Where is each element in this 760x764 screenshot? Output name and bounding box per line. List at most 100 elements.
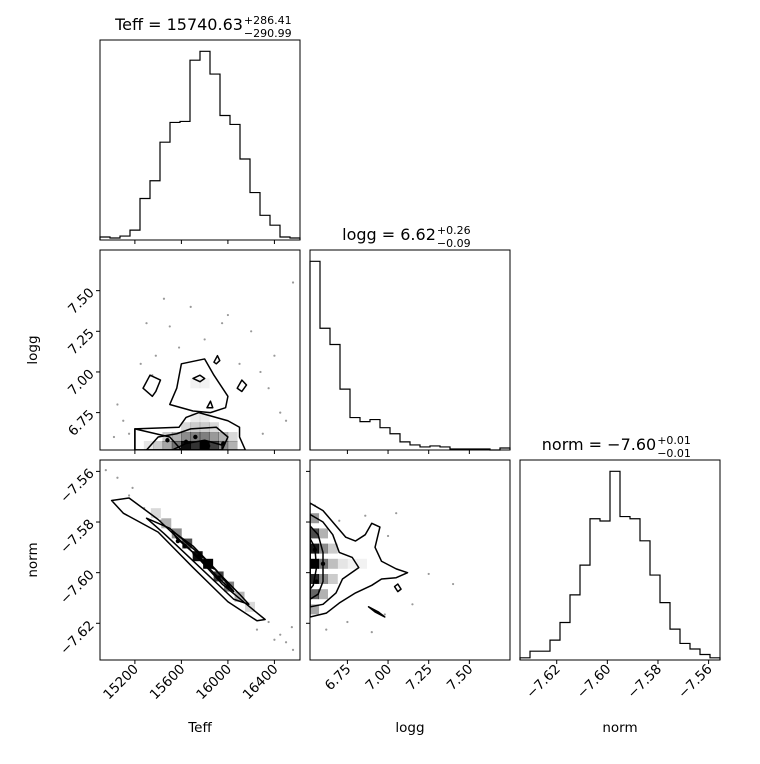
density-cell	[199, 412, 210, 423]
y-tick-label-norm: −7.62	[57, 618, 98, 659]
density-cell	[310, 604, 320, 615]
scatter-point	[386, 534, 390, 538]
density-cell	[171, 431, 182, 442]
density-cell	[227, 440, 238, 450]
contour-line	[206, 400, 214, 409]
density-cell	[150, 508, 161, 519]
y-tick-label-logg: 7.00	[65, 366, 98, 399]
density-cell	[190, 422, 201, 433]
y-axis-label-norm: norm	[25, 542, 41, 577]
panel-teff-logg-plot	[112, 281, 295, 450]
contour-line	[367, 606, 386, 618]
contour-line	[192, 552, 215, 570]
title-logg-lower-error: −0.09	[437, 237, 471, 250]
contour-line	[110, 497, 266, 622]
density-cell	[218, 431, 229, 442]
contour-line	[169, 358, 229, 414]
panel-logg-norm-plot	[310, 502, 455, 634]
density-cell	[327, 543, 338, 554]
x-axis-label-norm: norm	[602, 720, 637, 736]
panel-frame	[99, 459, 301, 661]
density-cell	[190, 440, 201, 450]
scatter-point	[273, 354, 276, 357]
scatter-point	[267, 387, 270, 390]
contour-line	[192, 374, 206, 383]
histogram-norm	[519, 459, 721, 661]
scatter-point	[154, 354, 157, 357]
scatter-point	[238, 362, 241, 365]
scatter-point	[127, 432, 131, 435]
scatter-point	[279, 633, 282, 636]
scatter-point	[364, 514, 367, 517]
y-tick-label-norm: −7.58	[57, 516, 98, 557]
density-cell	[161, 518, 172, 529]
scatter-point	[370, 631, 373, 634]
dense-point	[207, 561, 212, 566]
density-cell	[318, 543, 329, 554]
dense-point	[314, 579, 319, 584]
dense-point	[225, 584, 231, 589]
title-teff-upper-error: +286.41	[244, 14, 292, 27]
scatter-point	[411, 603, 414, 606]
title-logg-value: logg = 6.62	[342, 225, 436, 244]
contour-line	[393, 583, 402, 593]
scatter-point	[116, 403, 119, 406]
histogram-teff-step	[99, 50, 301, 240]
scatter-point	[131, 486, 134, 489]
title-logg-upper-error: +0.26	[437, 224, 471, 237]
contour-line	[310, 513, 360, 608]
density-cell	[199, 431, 210, 442]
dense-point	[193, 434, 198, 440]
title-norm-lower-error: −0.01	[657, 447, 691, 460]
histogram-logg	[309, 249, 511, 451]
x-tick-label-norm: −7.58	[624, 661, 665, 702]
contour-line	[236, 379, 248, 393]
scatter-point	[427, 572, 430, 576]
scatter-point	[451, 582, 455, 586]
scatter-point	[177, 346, 181, 349]
x-tick-label-teff: 15600	[147, 661, 189, 703]
dense-point	[196, 554, 202, 559]
x-tick-label-logg: 6.75	[322, 661, 355, 694]
scatter-point	[104, 469, 107, 472]
density-cell	[153, 440, 164, 450]
dense-point	[216, 575, 221, 580]
density-cell	[357, 558, 368, 569]
density-cell	[310, 558, 320, 569]
dense-point	[320, 561, 326, 566]
panel-teff-norm-plot	[104, 469, 295, 651]
scatter-point	[139, 362, 142, 365]
density-cell	[181, 440, 192, 450]
dense-point	[165, 438, 170, 443]
y-axis-label-logg: logg	[25, 335, 41, 364]
title-teff-value: Teff = 15740.63	[114, 15, 243, 34]
density-cell	[190, 378, 201, 389]
contour-line	[213, 354, 221, 365]
dense-point	[182, 543, 188, 549]
density-cell	[199, 440, 210, 450]
histogram-norm-step	[519, 470, 721, 660]
density-cell	[347, 558, 358, 569]
scatter-point	[273, 638, 276, 641]
density-cell	[199, 378, 210, 389]
density-cell	[310, 528, 320, 539]
x-tick-label-logg: 7.25	[403, 661, 436, 694]
scatter-point	[279, 411, 282, 414]
dense-point	[183, 439, 189, 445]
scatter-point	[162, 297, 166, 300]
scatter-point	[168, 325, 171, 328]
density-cell	[227, 431, 238, 442]
scatter-point	[220, 322, 224, 325]
contour-line	[310, 502, 409, 618]
density-cell	[327, 573, 338, 584]
panel-frame	[99, 249, 301, 451]
scatter-point	[122, 419, 125, 422]
density-cell	[208, 440, 219, 450]
scatter-point	[284, 419, 288, 422]
scatter-point	[325, 628, 328, 631]
contour-line	[310, 525, 324, 600]
scatter-point	[203, 338, 206, 341]
panel-teff-logg	[99, 249, 301, 451]
